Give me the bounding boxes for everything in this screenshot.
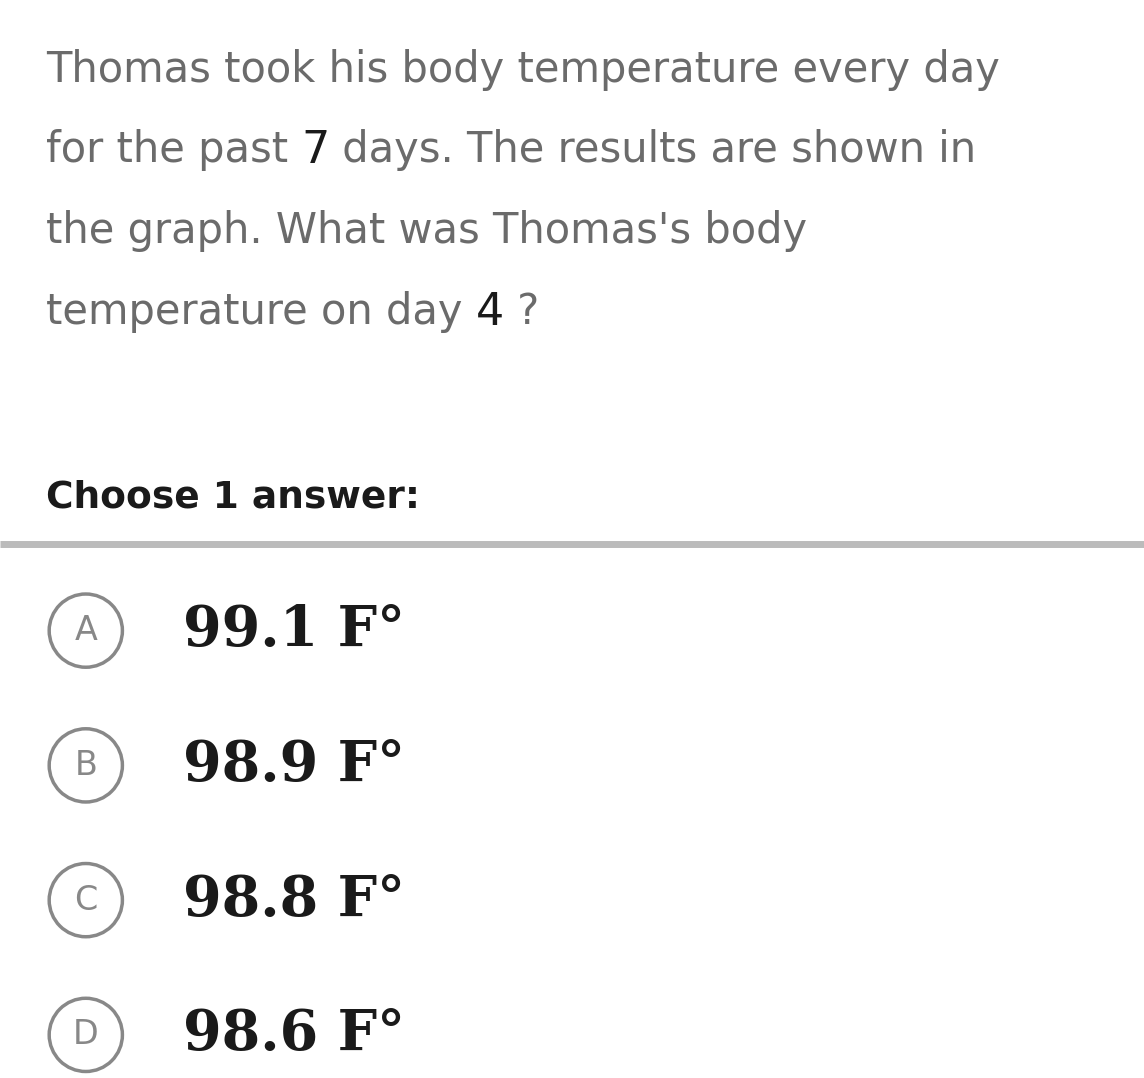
Text: 98.9 F°: 98.9 F° [183, 737, 405, 793]
Text: D: D [73, 1019, 98, 1051]
Text: 99.1 F°: 99.1 F° [183, 603, 405, 659]
Text: 98.6 F°: 98.6 F° [183, 1007, 405, 1063]
Text: Choose 1 answer:: Choose 1 answer: [46, 480, 420, 515]
Text: for the past: for the past [46, 129, 301, 171]
Text: ?: ? [503, 291, 539, 333]
Text: A: A [74, 614, 97, 647]
Text: the graph. What was Thomas's body: the graph. What was Thomas's body [46, 210, 807, 252]
Text: C: C [74, 884, 97, 916]
Text: temperature on day: temperature on day [46, 291, 476, 333]
Text: 4: 4 [476, 291, 503, 334]
Text: 98.8 F°: 98.8 F° [183, 872, 405, 928]
Text: B: B [74, 749, 97, 782]
Text: days. The results are shown in: days. The results are shown in [329, 129, 977, 171]
Text: Thomas took his body temperature every day: Thomas took his body temperature every d… [46, 49, 1000, 91]
Text: 7: 7 [301, 129, 329, 172]
